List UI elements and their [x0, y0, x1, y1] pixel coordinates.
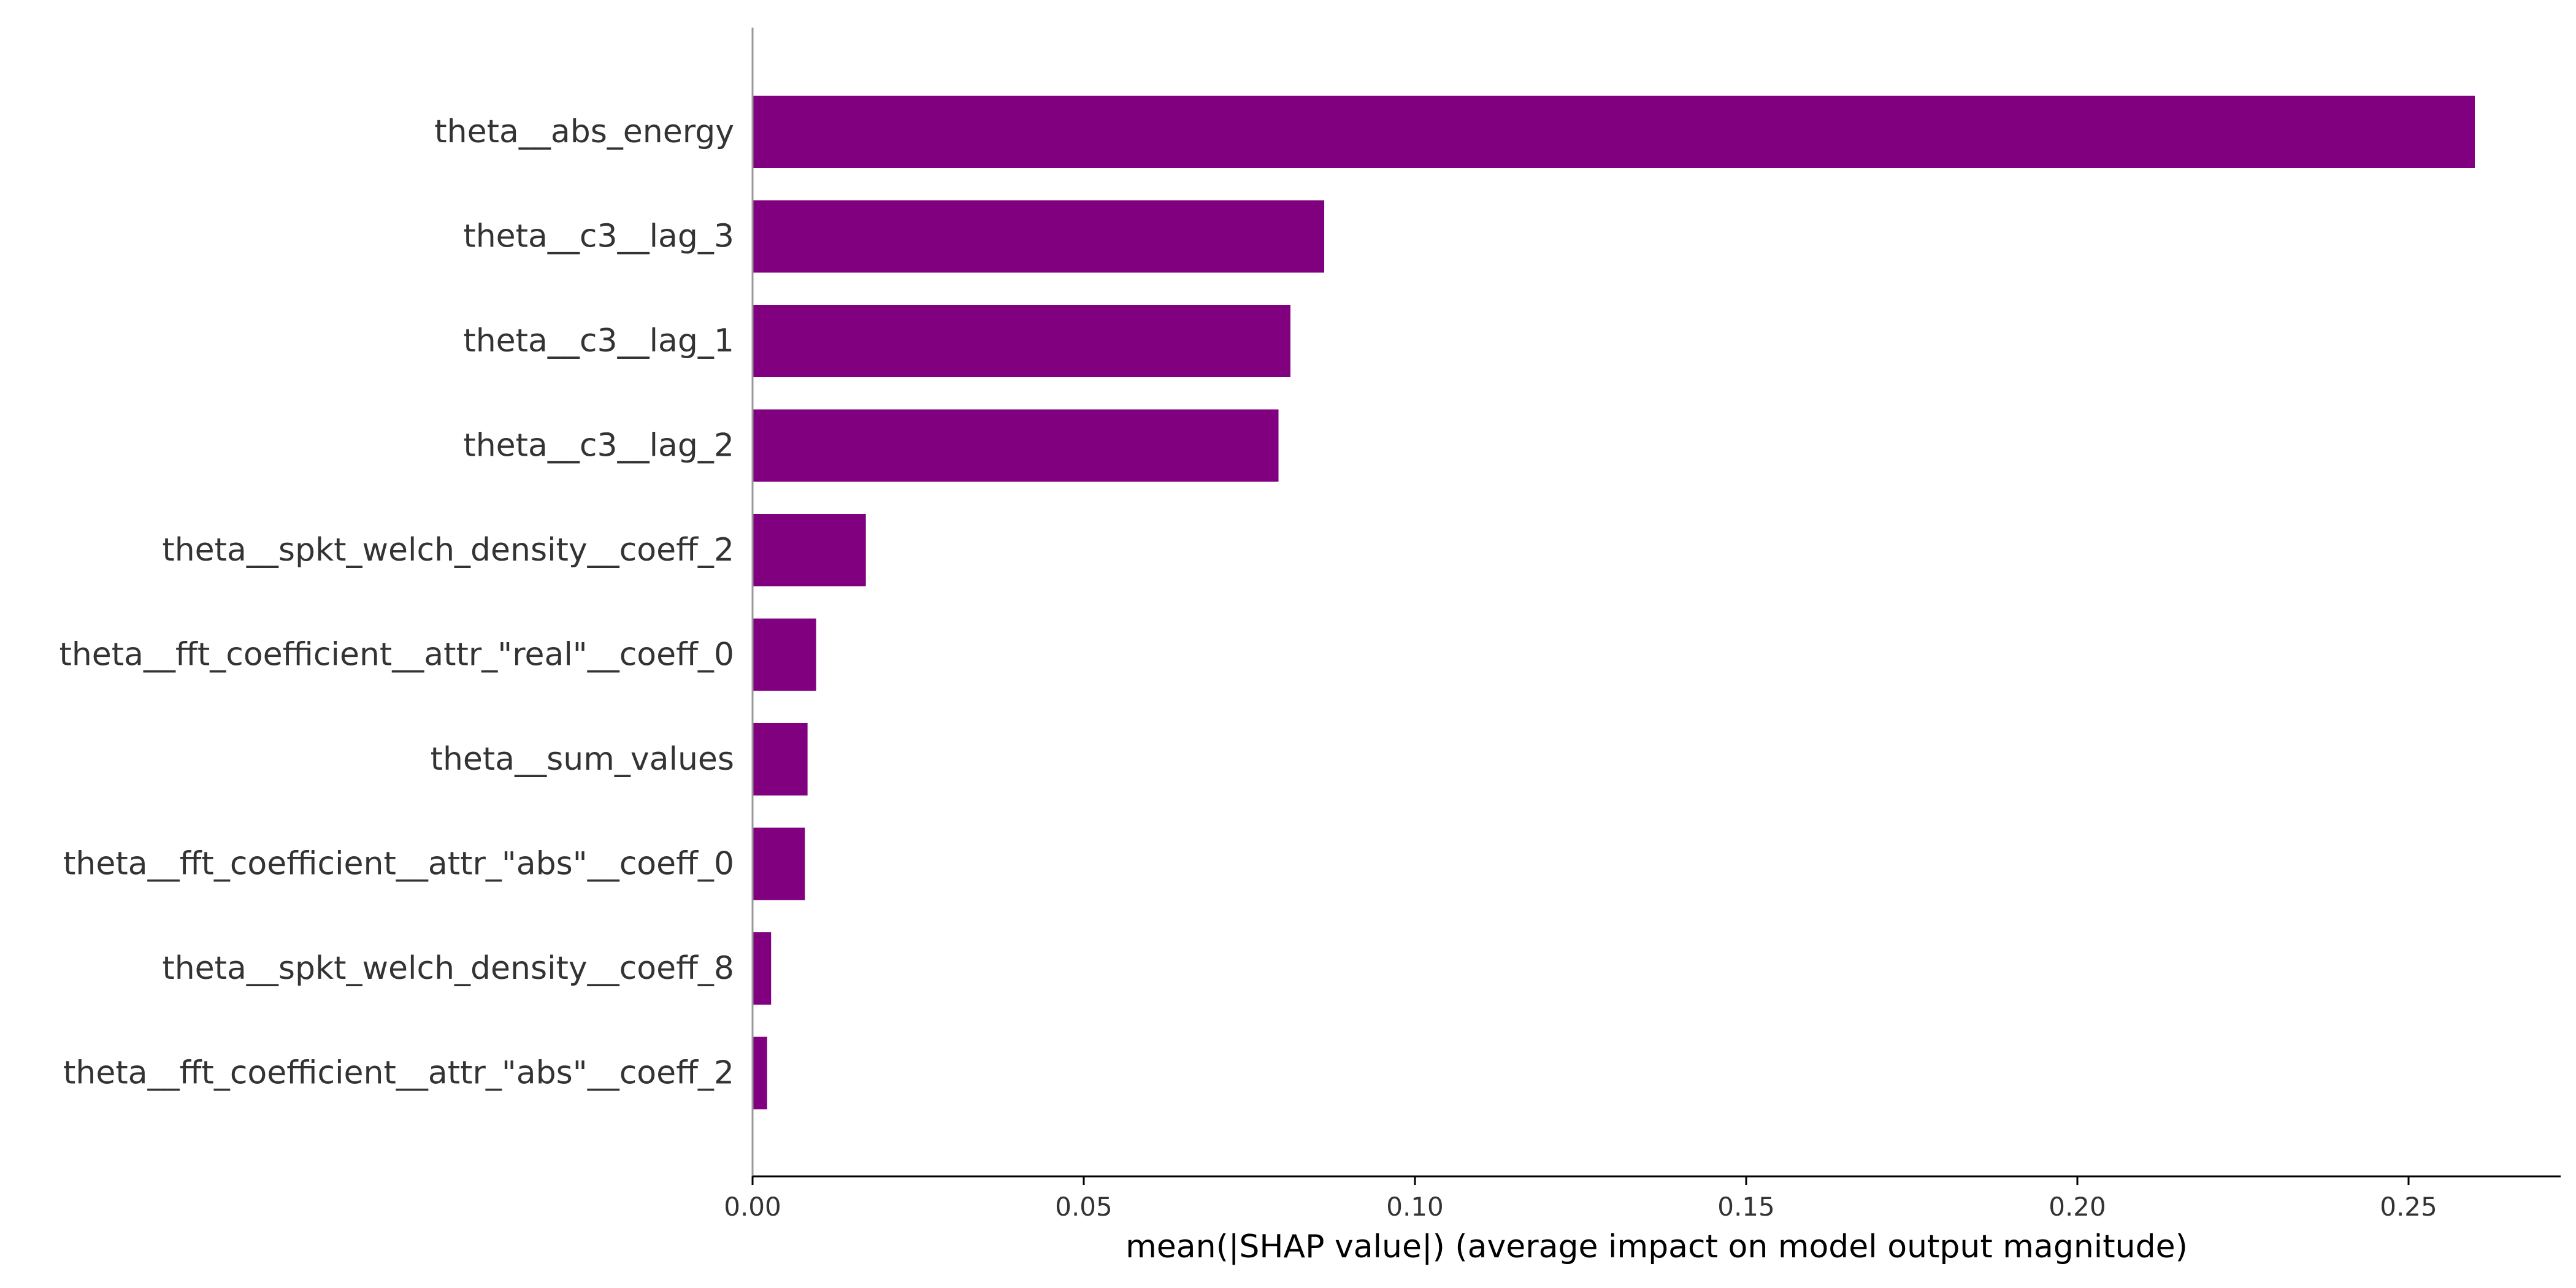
feature-label: theta__c3__lag_1: [463, 323, 734, 359]
feature-label: theta__abs_energy: [434, 113, 734, 150]
feature-label: theta__c3__lag_2: [463, 427, 734, 464]
feature-label: theta__fft_coefficient__attr_"real"__coe…: [59, 637, 734, 673]
x-axis-title: mean(|SHAP value|) (average impact on mo…: [1125, 1229, 2188, 1265]
feature-label: theta__fft_coefficient__attr_"abs"__coef…: [63, 1055, 734, 1092]
bar: [753, 305, 1290, 377]
bars-layer: [753, 96, 2475, 1110]
feature-label: theta__spkt_welch_density__coeff_2: [162, 532, 734, 569]
feature-labels: theta__abs_energy theta__c3__lag_3 theta__…: [59, 113, 734, 1092]
bar: [753, 932, 772, 1005]
x-axis-ticks: 0.00 0.05 0.10 0.15 0.20 0.25: [724, 1176, 2437, 1222]
bar: [753, 618, 816, 691]
feature-label: theta__fft_coefficient__attr_"abs"__coef…: [63, 846, 734, 883]
x-tick-label: 0.00: [724, 1192, 781, 1222]
bar: [753, 514, 866, 586]
feature-label: theta__sum_values: [431, 741, 734, 778]
bar: [753, 200, 1325, 273]
bar: [753, 1037, 767, 1110]
bar: [753, 723, 808, 795]
feature-label: theta__c3__lag_3: [463, 218, 734, 255]
bar: [753, 96, 2475, 168]
x-tick-label: 0.25: [2380, 1192, 2437, 1222]
bar: [753, 827, 805, 900]
x-tick-label: 0.20: [2049, 1192, 2106, 1222]
x-tick-label: 0.05: [1055, 1192, 1113, 1222]
feature-label: theta__spkt_welch_density__coeff_8: [162, 950, 734, 987]
x-tick-label: 0.10: [1386, 1192, 1444, 1222]
bar: [753, 409, 1279, 482]
x-tick-label: 0.15: [1717, 1192, 1775, 1222]
